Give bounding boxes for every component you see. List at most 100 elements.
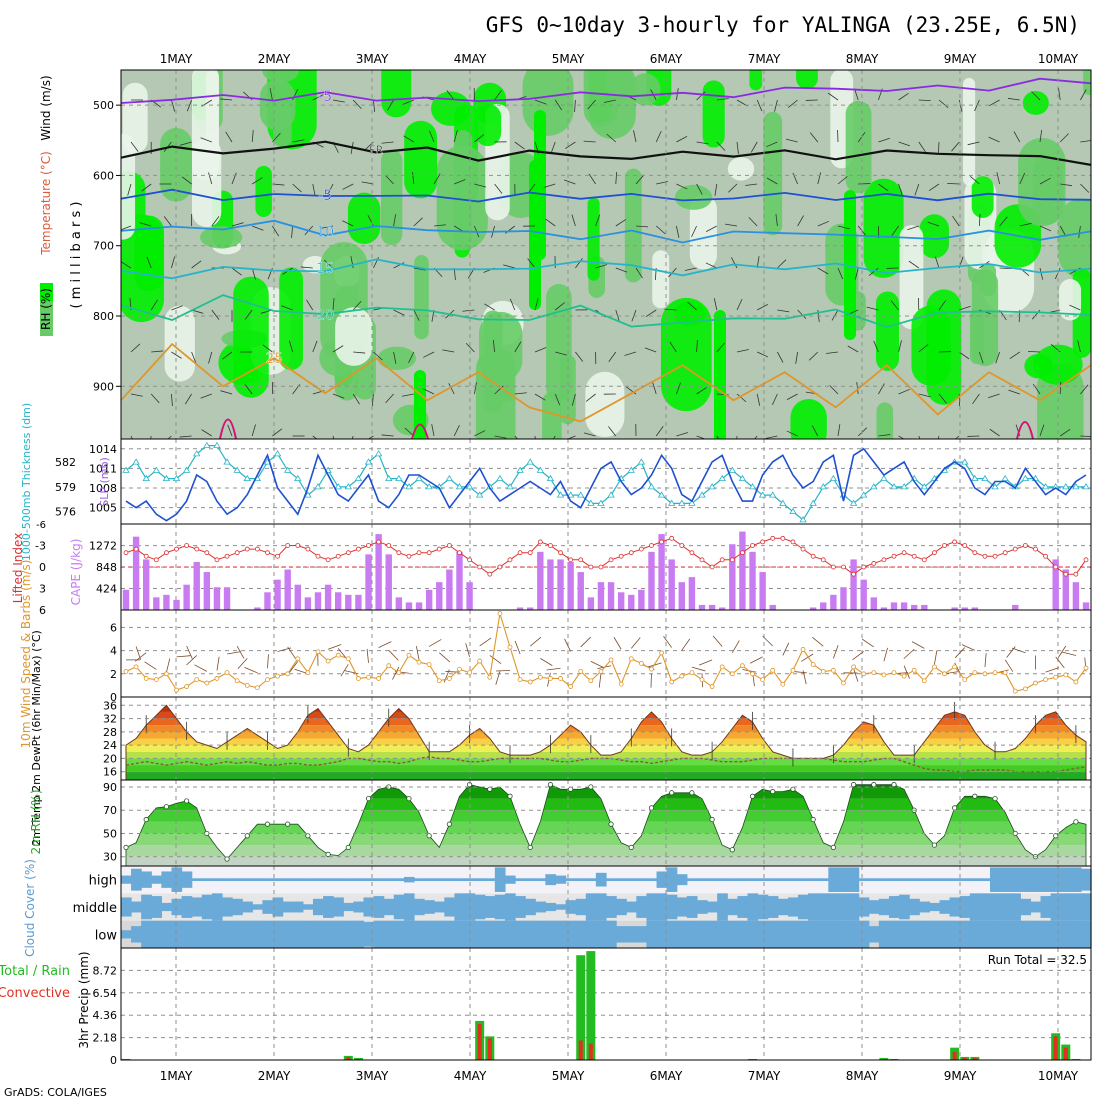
- wind-barb: [696, 91, 706, 101]
- wind-barb: [995, 351, 1000, 364]
- wind-barb: [771, 393, 778, 406]
- wind-barb: [1007, 97, 1020, 101]
- wind-barb: [802, 670, 807, 685]
- top-date-label: 10MAY: [1038, 52, 1079, 66]
- wind-barb: [201, 429, 213, 437]
- wind-speed-point: [376, 676, 382, 681]
- wind-barb: [1009, 351, 1021, 360]
- cloud-cell: [828, 867, 840, 892]
- wind-barb: [947, 182, 960, 185]
- humidity-streak: [714, 310, 726, 439]
- wind-barb: [812, 637, 824, 647]
- top-date-label: 9MAY: [944, 52, 977, 66]
- lifted-index-point: [214, 557, 220, 563]
- humidity-cell: [876, 402, 894, 439]
- wind-barb: [543, 183, 556, 188]
- wind-barb: [571, 214, 576, 227]
- wind-barb: [352, 99, 362, 110]
- wind-speed-point: [457, 666, 462, 672]
- rh-point: [850, 782, 857, 788]
- rh-point: [527, 844, 533, 851]
- cloud-cell: [858, 920, 870, 948]
- cloud-cell: [242, 878, 253, 882]
- lifted-index-point: [689, 550, 695, 556]
- cloud-cell: [424, 920, 435, 948]
- lifted-index-point: [366, 543, 371, 548]
- humidity-streak: [529, 160, 541, 310]
- lifted-index-point: [699, 557, 705, 563]
- humidity-cell: [381, 149, 403, 246]
- wind-barb: [402, 99, 414, 105]
- lifted-index-point: [891, 553, 897, 559]
- cape-bar: [446, 569, 453, 610]
- cloud-cell: [232, 878, 243, 882]
- lifted-index-point: [992, 553, 998, 559]
- wind-barb: [563, 179, 576, 185]
- thickness-point: [445, 474, 454, 482]
- wind-barb: [312, 94, 324, 101]
- rh-point: [891, 782, 897, 788]
- wind-barb: [736, 349, 749, 353]
- bottom-date-label: 9MAY: [944, 1069, 977, 1083]
- cloud-cell: [666, 920, 678, 948]
- lifted-index-point: [901, 550, 907, 556]
- precip-legend-convective: Convective: [0, 986, 70, 1001]
- lifted-index-axis-label: Lifted Index: [11, 533, 25, 604]
- cloud-cell: [252, 920, 264, 948]
- cloud-cell: [222, 878, 233, 882]
- cloud-cell: [828, 893, 840, 921]
- cloud-cell: [990, 867, 1001, 892]
- wind-barb: [171, 256, 176, 269]
- thickness-point: [789, 507, 797, 515]
- cloud-cell: [515, 896, 526, 918]
- top-date-label: 4MAY: [454, 52, 487, 66]
- thickness-point: [971, 474, 979, 482]
- lifted-index-point: [396, 550, 402, 556]
- cloud-cell: [343, 902, 354, 912]
- wind-barb: [179, 435, 192, 438]
- humidity-streak: [844, 190, 856, 340]
- cloud-cell: [1020, 898, 1032, 916]
- wind-barb: [166, 658, 171, 673]
- lifted-index-point: [204, 550, 210, 556]
- cloud-cell: [515, 920, 526, 948]
- lifted-index-point: [497, 564, 503, 570]
- cape-bar: [284, 569, 291, 610]
- lifted-index-point: [608, 557, 614, 563]
- cloud-cell: [959, 920, 971, 948]
- wind-barb: [291, 225, 293, 238]
- wind-barb: [918, 393, 931, 398]
- humidity-cell: [1058, 198, 1091, 279]
- cloud-cell: [1020, 867, 1032, 892]
- wind-barb: [958, 351, 970, 360]
- wind-barb: [332, 99, 345, 103]
- cloud-cell: [838, 867, 850, 892]
- wind-speed-point: [386, 663, 392, 669]
- lifted-index-point: [790, 539, 796, 545]
- cape-bar: [1082, 602, 1090, 610]
- wind-barb: [327, 183, 334, 195]
- wind-barb: [327, 644, 342, 650]
- wind-speed-point: [1033, 680, 1038, 686]
- cloud-cell: [787, 920, 799, 948]
- rh-point: [507, 793, 513, 799]
- cloud-cell: [777, 920, 789, 948]
- cloud-cell: [191, 897, 203, 917]
- thickness-point: [920, 483, 929, 490]
- wind-barb: [777, 259, 787, 269]
- thickness-point: [122, 466, 130, 473]
- wind-barb: [866, 306, 879, 311]
- wind-barb: [857, 427, 868, 437]
- wind-barb: [186, 99, 192, 112]
- cape-bar: [456, 551, 463, 610]
- wind-barb: [817, 220, 830, 227]
- wind-barb: [626, 386, 637, 395]
- wind-barb: [788, 99, 798, 108]
- humidity-cell: [474, 103, 502, 147]
- wind-barb: [615, 267, 628, 273]
- precip-convective-bar: [1053, 1036, 1058, 1060]
- lifted-index-point: [265, 550, 270, 556]
- cloud-cell: [575, 920, 587, 948]
- thickness-point: [647, 483, 656, 490]
- cloud-cell: [1050, 920, 1062, 948]
